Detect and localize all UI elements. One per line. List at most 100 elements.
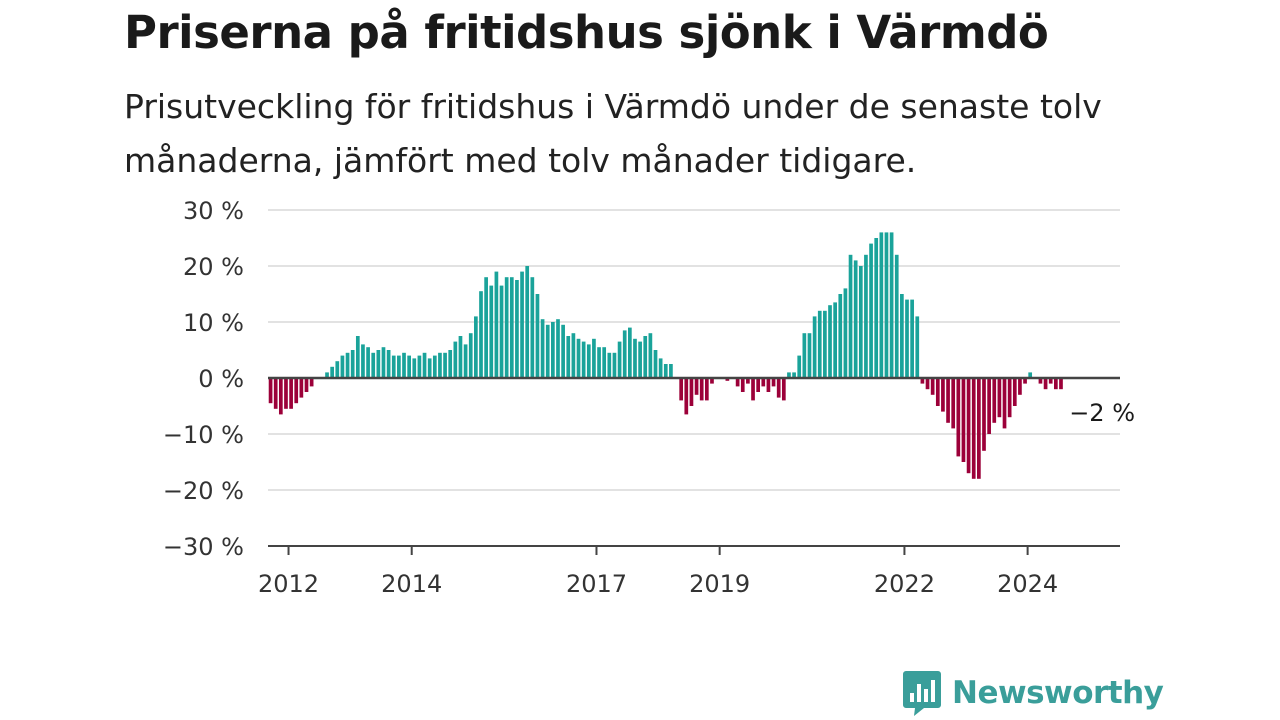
bar [391,355,396,378]
bar [1018,378,1022,395]
bar [812,316,817,378]
bar [335,361,340,378]
chart-title: Priserna på fritidshus sjönk i Värmdö [124,6,1049,59]
bar [612,352,617,378]
bar [376,350,381,378]
bar [361,344,365,378]
bar [484,277,488,378]
bar [771,378,776,387]
bar [751,378,755,401]
y-tick-label: −10 % [163,421,244,449]
bar [592,338,596,378]
bar [520,271,524,378]
bar [417,355,422,378]
bar [735,378,740,387]
bar [740,378,745,392]
gridlines [268,209,1120,491]
bar [930,378,935,395]
bar [853,260,858,378]
x-tick-label: 2017 [566,570,627,598]
last-value-annotation: −2 % [1069,399,1135,427]
bar [530,277,535,378]
bar [304,378,309,392]
bar [602,347,607,378]
bar [566,336,571,378]
x-tick-label: 2019 [689,570,750,598]
chart-subtitle: Prisutveckling för fritidshus i Värmdö u… [124,87,1102,180]
bar [551,322,555,378]
bar [704,378,709,401]
bar [946,378,950,423]
bar [355,336,360,378]
bar [1048,378,1053,384]
bar [935,378,940,406]
bar [915,316,920,378]
x-tick-label: 2022 [874,570,935,598]
bar [540,319,545,378]
bar [345,352,350,378]
bar [489,285,494,378]
bar [869,243,873,378]
bar [848,254,853,378]
bar [1007,378,1012,418]
bar [843,288,848,378]
brand-name: Newsworthy [952,675,1164,711]
bar [299,378,304,398]
bar [463,344,468,378]
bar [977,378,981,479]
bar [386,350,391,378]
y-tick-label: 30 % [183,197,244,225]
bar [371,352,376,378]
bar [515,280,519,378]
bar [746,378,750,384]
bar [833,302,837,378]
bar [325,372,329,378]
bar [309,378,314,387]
y-tick-label: 10 % [183,309,244,337]
bar [628,327,632,378]
bar-chart: 30 %20 %10 %0 %−10 %−20 %−30 % 2012 2014 2… [163,197,1135,598]
bar [725,378,730,381]
bar [643,336,648,378]
bar [858,266,863,378]
bar [607,352,612,378]
bar [817,310,822,378]
bar [576,338,581,378]
bar [956,378,961,457]
bar [710,378,714,384]
y-tick-label: −20 % [163,477,244,505]
bar [458,336,463,378]
bar [494,271,499,378]
bar [427,358,432,378]
bar [838,294,843,378]
bar [278,378,283,415]
bar [273,378,278,409]
bar [1023,378,1027,384]
bar [951,378,956,429]
bar [504,277,509,378]
bar [397,355,401,378]
bar [910,299,914,378]
bar [340,355,345,378]
bar [1038,378,1043,384]
y-tick-label: 20 % [183,253,244,281]
bar [284,378,288,409]
bar [622,330,627,378]
bar [453,341,458,378]
x-tick-label: 2024 [997,570,1058,598]
bar [807,333,812,378]
bar [905,299,909,378]
bar [633,338,637,378]
bar [597,347,601,378]
y-tick-label: −30 % [163,533,244,561]
bar [997,378,1002,418]
bar [1028,372,1033,378]
bar [1059,378,1063,390]
bar [679,378,684,401]
bar [448,350,453,378]
bar [874,238,879,378]
newsworthy-logo: Newsworthy [902,668,1164,718]
y-tick-labels: 30 % 20 % 10 % 0 % −10 % −20 % −30 % [163,197,244,561]
bar [699,378,704,401]
bar [864,254,868,378]
